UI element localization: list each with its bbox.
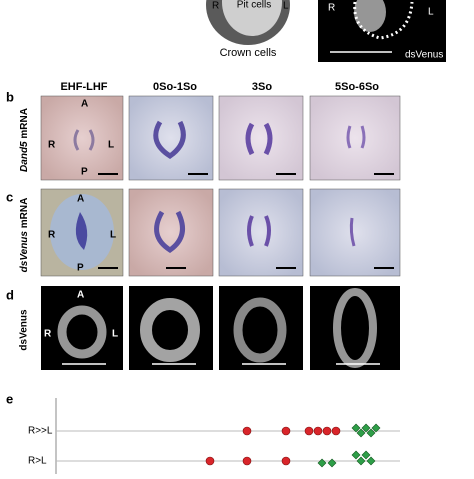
posterior: P <box>81 167 88 178</box>
col-header: 0So-1So <box>153 81 197 93</box>
row-label: R>>L <box>28 426 53 437</box>
row-label: R>L <box>28 456 47 467</box>
plot-e: R>>L R>L <box>28 398 400 474</box>
right: L <box>110 230 116 241</box>
row-label: Dand5 mRNA <box>19 108 30 172</box>
schematic-l: L <box>283 1 289 12</box>
top-image: R L dsVenus <box>318 0 446 62</box>
panel-letter: e <box>6 391 13 406</box>
schematic-pit: Pit cells <box>237 0 271 11</box>
row-label: dsVenus mRNA <box>19 198 30 273</box>
row-b: A R L P <box>40 95 401 181</box>
top-l: L <box>428 7 434 18</box>
col-header: EHF-LHF <box>60 81 107 93</box>
top-label: dsVenus <box>405 50 443 61</box>
row-label: dsVenus <box>19 309 30 351</box>
row-d: A R L <box>41 286 400 370</box>
col-header: 5So-6So <box>335 81 379 93</box>
row-c: A R L P <box>40 188 401 277</box>
suffix: mRNA <box>19 198 30 229</box>
schematic-crown: Crown cells <box>220 47 277 59</box>
left: R <box>44 329 52 340</box>
posterior: P <box>77 263 84 274</box>
top-r: R <box>328 3 335 14</box>
col-header: 3So <box>252 81 272 93</box>
suffix: mRNA <box>19 108 30 139</box>
schematic: R Pit cells L Crown cells <box>206 0 290 59</box>
gene: Dand5 <box>19 141 30 172</box>
anterior: A <box>81 99 88 110</box>
anterior: A <box>77 194 84 205</box>
left: R <box>48 140 56 151</box>
gene: dsVenus <box>19 231 30 273</box>
right: L <box>108 140 114 151</box>
panel-letter: b <box>6 89 14 104</box>
anterior: A <box>77 290 84 301</box>
schematic-r: R <box>212 1 219 12</box>
panel-letter: c <box>6 189 13 204</box>
right: L <box>112 329 118 340</box>
panel-letter: d <box>6 287 14 302</box>
left: R <box>48 230 56 241</box>
